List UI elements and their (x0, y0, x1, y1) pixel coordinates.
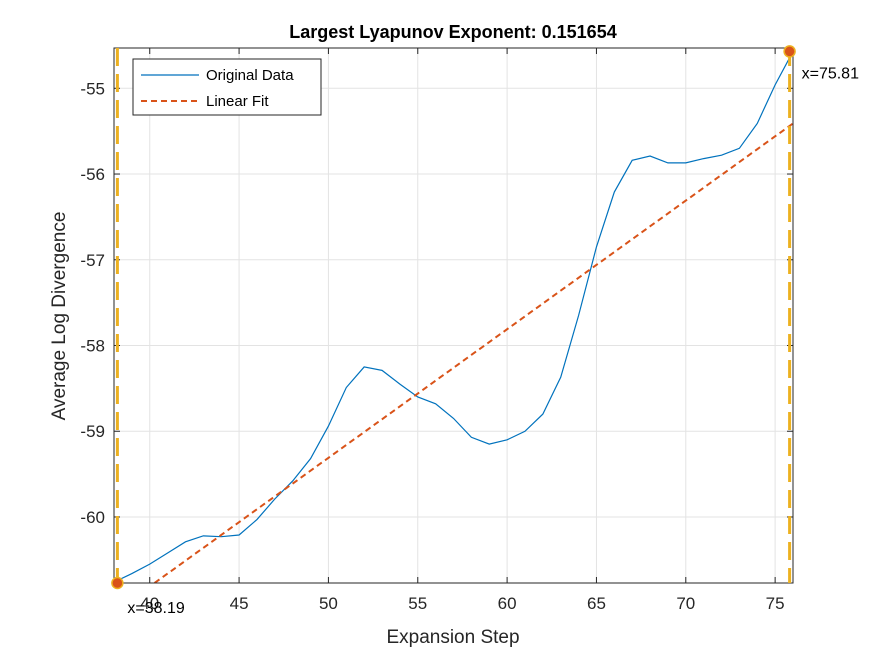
data-cursor-label: x=75.81 (802, 65, 859, 82)
x-axis-label: Expansion Step (386, 627, 519, 648)
ticks: 40 45 50 55 60 65 70 75 -60 -59 -58 -57 -56 -55 (80, 48, 793, 613)
y-tick-label: -59 (80, 422, 105, 441)
y-tick-label: -56 (80, 165, 105, 184)
data-cursor-marker[interactable] (783, 45, 796, 58)
series-layer (114, 51, 793, 583)
legend[interactable]: Original Data Linear Fit (132, 58, 322, 116)
x-tick-label: 70 (676, 594, 695, 613)
x-tick-label: 40 (140, 594, 159, 613)
x-tick-label: 60 (498, 594, 517, 613)
plot-frame (113, 47, 794, 584)
legend-label-linear-fit: Linear Fit (206, 93, 269, 110)
y-axis-label: Average Log Divergence (49, 212, 70, 421)
x-tick-label: 50 (319, 594, 338, 613)
grid (114, 48, 793, 583)
data-cursor-marker[interactable] (111, 576, 124, 590)
legend-box (132, 58, 322, 116)
y-tick-label: -58 (80, 337, 105, 356)
chart-title: Largest Lyapunov Exponent: 0.151654 (289, 22, 616, 42)
x-tick-label: 75 (766, 594, 785, 613)
plot-background (114, 48, 793, 583)
data-cursors[interactable]: x=38.19 x=75.81 (111, 45, 859, 617)
x-tick-label: 55 (408, 594, 427, 613)
y-tick-label: -55 (80, 79, 105, 98)
x-tick-label: 65 (587, 594, 606, 613)
x-tick-label: 45 (230, 594, 249, 613)
legend-label-original-data: Original Data (206, 67, 294, 84)
series-line-original-data (114, 51, 793, 583)
y-tick-label: -57 (80, 251, 105, 270)
data-cursor-label: x=38.19 (127, 600, 184, 617)
y-tick-label: -60 (80, 508, 105, 527)
